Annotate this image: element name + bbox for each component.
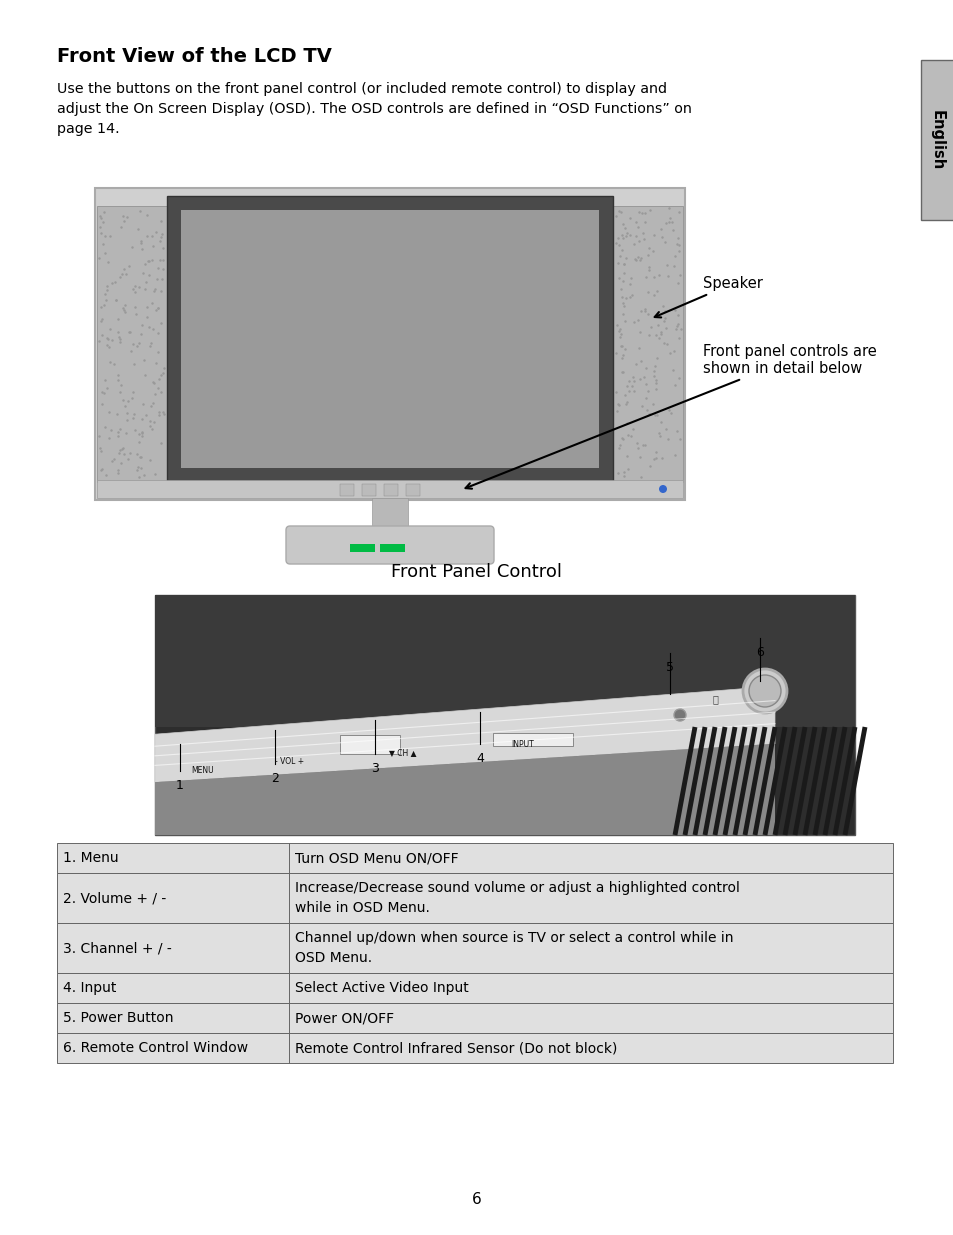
- Text: INPUT: INPUT: [511, 740, 534, 748]
- Text: 5: 5: [665, 661, 673, 674]
- Bar: [97, 206, 167, 482]
- Polygon shape: [154, 743, 774, 835]
- Bar: [339, 735, 399, 755]
- Text: Use the buttons on the front panel control (or included remote control) to displ: Use the buttons on the front panel contr…: [57, 82, 666, 96]
- Text: while in OSD Menu.: while in OSD Menu.: [294, 902, 430, 915]
- Bar: [57, 923, 892, 973]
- Text: 2. Volume + / -: 2. Volume + / -: [63, 890, 166, 905]
- Text: 6: 6: [472, 1192, 481, 1207]
- Text: 1: 1: [176, 779, 184, 792]
- Text: Select Active Video Input: Select Active Video Input: [294, 981, 468, 995]
- Bar: [406, 484, 419, 496]
- Bar: [57, 873, 892, 923]
- Bar: [97, 480, 682, 498]
- FancyBboxPatch shape: [286, 526, 494, 564]
- Bar: [95, 188, 684, 500]
- Text: ⏻: ⏻: [711, 694, 718, 704]
- Bar: [372, 498, 408, 530]
- Text: page 14.: page 14.: [57, 122, 119, 136]
- Bar: [613, 206, 682, 482]
- Text: Front Panel Control: Front Panel Control: [391, 563, 562, 580]
- Bar: [154, 595, 854, 835]
- Text: OSD Menu.: OSD Menu.: [294, 951, 372, 965]
- Bar: [361, 484, 375, 496]
- Text: 1. Menu: 1. Menu: [63, 851, 118, 864]
- Polygon shape: [154, 687, 774, 782]
- Bar: [379, 543, 405, 552]
- Text: 2: 2: [271, 772, 278, 785]
- Bar: [384, 484, 397, 496]
- Text: 6. Remote Control Window: 6. Remote Control Window: [63, 1041, 248, 1055]
- Text: English: English: [929, 110, 944, 170]
- Text: ▼ CH ▲: ▼ CH ▲: [389, 747, 416, 757]
- Bar: [167, 196, 613, 482]
- Bar: [920, 61, 953, 220]
- Text: 5. Power Button: 5. Power Button: [63, 1011, 173, 1025]
- Text: Channel up/down when source is TV or select a control while in: Channel up/down when source is TV or sel…: [294, 931, 733, 945]
- Text: Increase/Decrease sound volume or adjust a highlighted control: Increase/Decrease sound volume or adjust…: [294, 881, 740, 895]
- Text: Turn OSD Menu ON/OFF: Turn OSD Menu ON/OFF: [294, 851, 458, 864]
- Text: 4: 4: [476, 752, 483, 766]
- Bar: [181, 210, 598, 468]
- Bar: [339, 484, 354, 496]
- Text: 4. Input: 4. Input: [63, 981, 116, 995]
- Text: Speaker: Speaker: [654, 275, 762, 317]
- Circle shape: [673, 709, 685, 721]
- Text: 3: 3: [371, 762, 378, 776]
- Circle shape: [742, 669, 786, 713]
- Text: Remote Control Infrared Sensor (Do not block): Remote Control Infrared Sensor (Do not b…: [294, 1041, 617, 1055]
- Circle shape: [748, 676, 781, 706]
- Text: 3. Channel + / -: 3. Channel + / -: [63, 941, 172, 955]
- Text: Front View of the LCD TV: Front View of the LCD TV: [57, 47, 332, 65]
- Text: 6: 6: [756, 646, 763, 659]
- Bar: [57, 1003, 892, 1032]
- Text: Power ON/OFF: Power ON/OFF: [294, 1011, 394, 1025]
- Text: - VOL +: - VOL +: [275, 757, 304, 766]
- Bar: [57, 973, 892, 1003]
- Bar: [154, 595, 854, 727]
- Text: adjust the On Screen Display (OSD). The OSD controls are defined in “OSD Functio: adjust the On Screen Display (OSD). The …: [57, 103, 691, 116]
- Bar: [57, 1032, 892, 1063]
- Bar: [350, 543, 375, 552]
- Text: MENU: MENU: [192, 766, 214, 774]
- Circle shape: [659, 485, 666, 493]
- Bar: [57, 844, 892, 873]
- Text: Front panel controls are
shown in detail below: Front panel controls are shown in detail…: [465, 343, 876, 489]
- Bar: [493, 732, 573, 746]
